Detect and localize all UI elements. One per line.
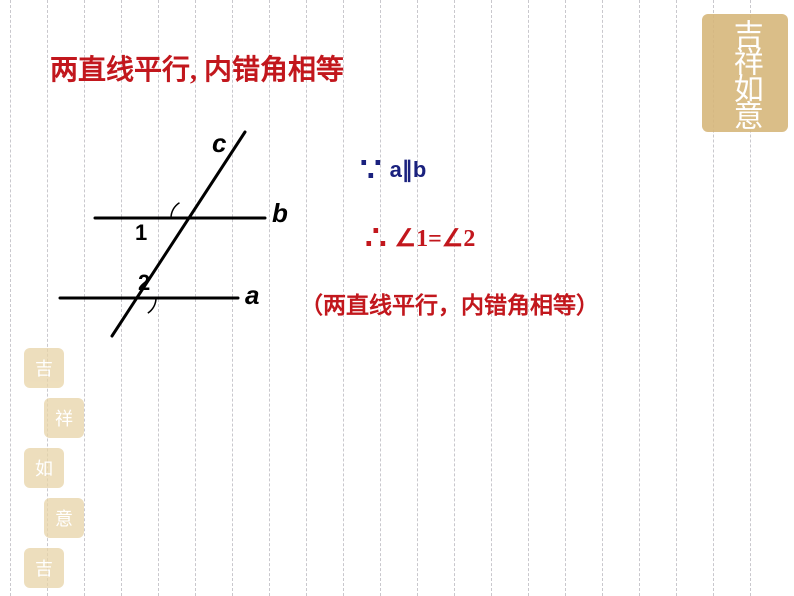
label-angle-2: 2 xyxy=(138,270,150,296)
because-symbol: ∵ xyxy=(360,152,382,189)
conclusion-text: ∠1=∠2 xyxy=(395,226,476,252)
premise-text: a∥b xyxy=(390,157,427,182)
reason-line: （两直线平行，内错角相等） xyxy=(300,286,599,320)
conclusion-line: ∴ ∠1=∠2 xyxy=(365,218,475,258)
slide-title: 两直线平行, 内错角相等 xyxy=(50,48,344,88)
seal-stamp: 吉 xyxy=(24,348,64,388)
premise-line: ∵ a∥b xyxy=(360,150,426,190)
seal-stamp: 如 xyxy=(24,448,64,488)
geometry-diagram: c b a 1 2 xyxy=(40,120,300,350)
label-line-b: b xyxy=(272,198,288,229)
diagram-svg xyxy=(40,120,300,350)
therefore-symbol: ∴ xyxy=(365,220,387,257)
label-line-c: c xyxy=(212,128,226,159)
seal-stamp: 意 xyxy=(44,498,84,538)
seal-stamp: 吉 xyxy=(24,548,64,588)
seal-stamp: 祥 xyxy=(44,398,84,438)
label-angle-1: 1 xyxy=(135,220,147,246)
seal-top-right: 吉祥如意 xyxy=(702,14,788,132)
label-line-a: a xyxy=(245,280,259,311)
